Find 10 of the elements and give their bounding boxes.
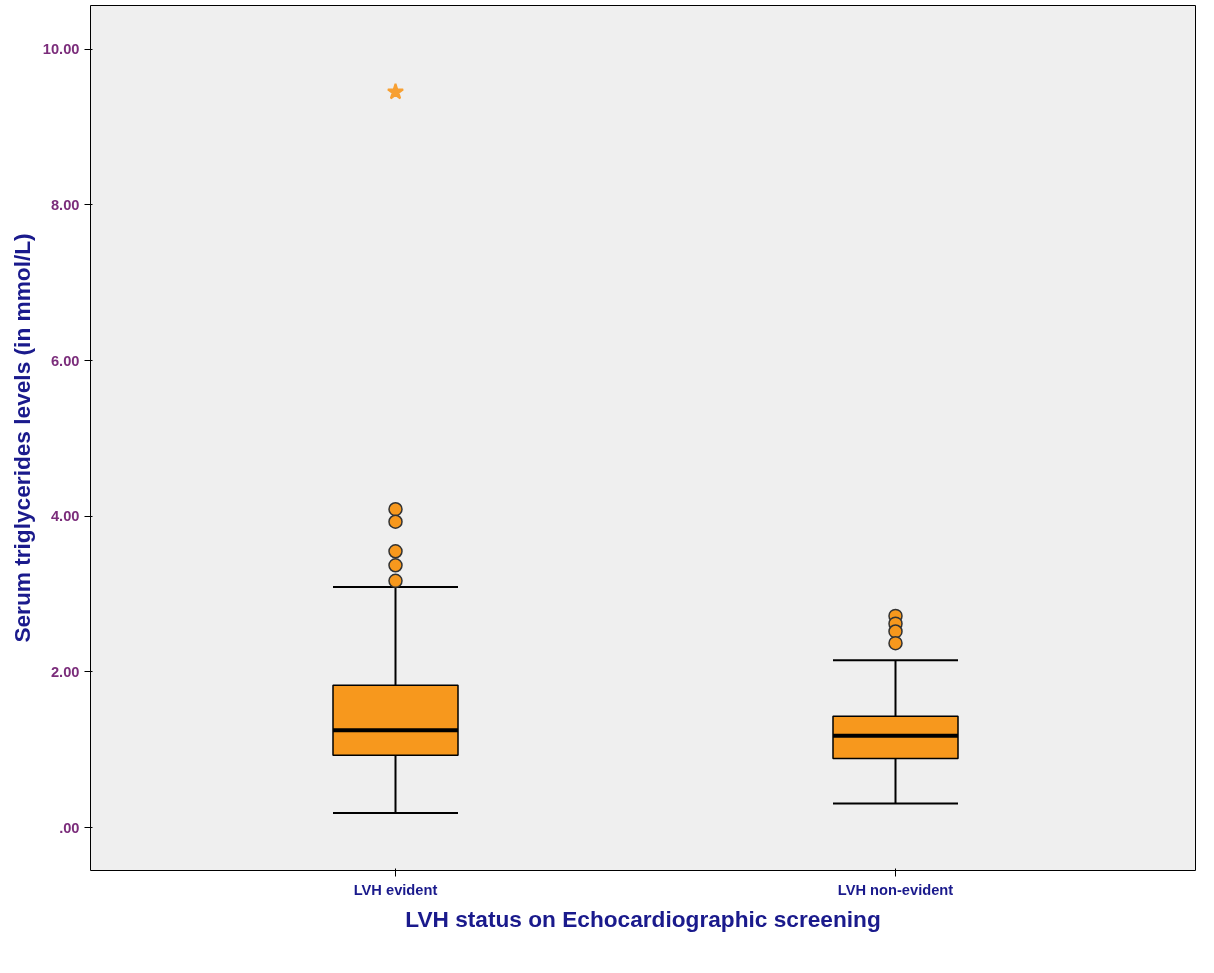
y-tick-label: 8.00 <box>50 196 80 213</box>
y-tick-label: 4.00 <box>50 508 80 525</box>
y-axis-title: Serum triglycerides levels (in mmol/L) <box>8 233 35 643</box>
y-tick-label: 10.00 <box>42 41 80 58</box>
x-tick-label: LVH evident <box>353 881 438 898</box>
y-tick-label: 2.00 <box>50 663 80 680</box>
x-axis-title: LVH status on Echocardiographic screening <box>405 905 881 932</box>
y-tick-label: .00 <box>59 819 80 836</box>
x-tick-label: LVH non-evident <box>837 881 954 898</box>
y-tick-label: 6.00 <box>50 352 80 369</box>
